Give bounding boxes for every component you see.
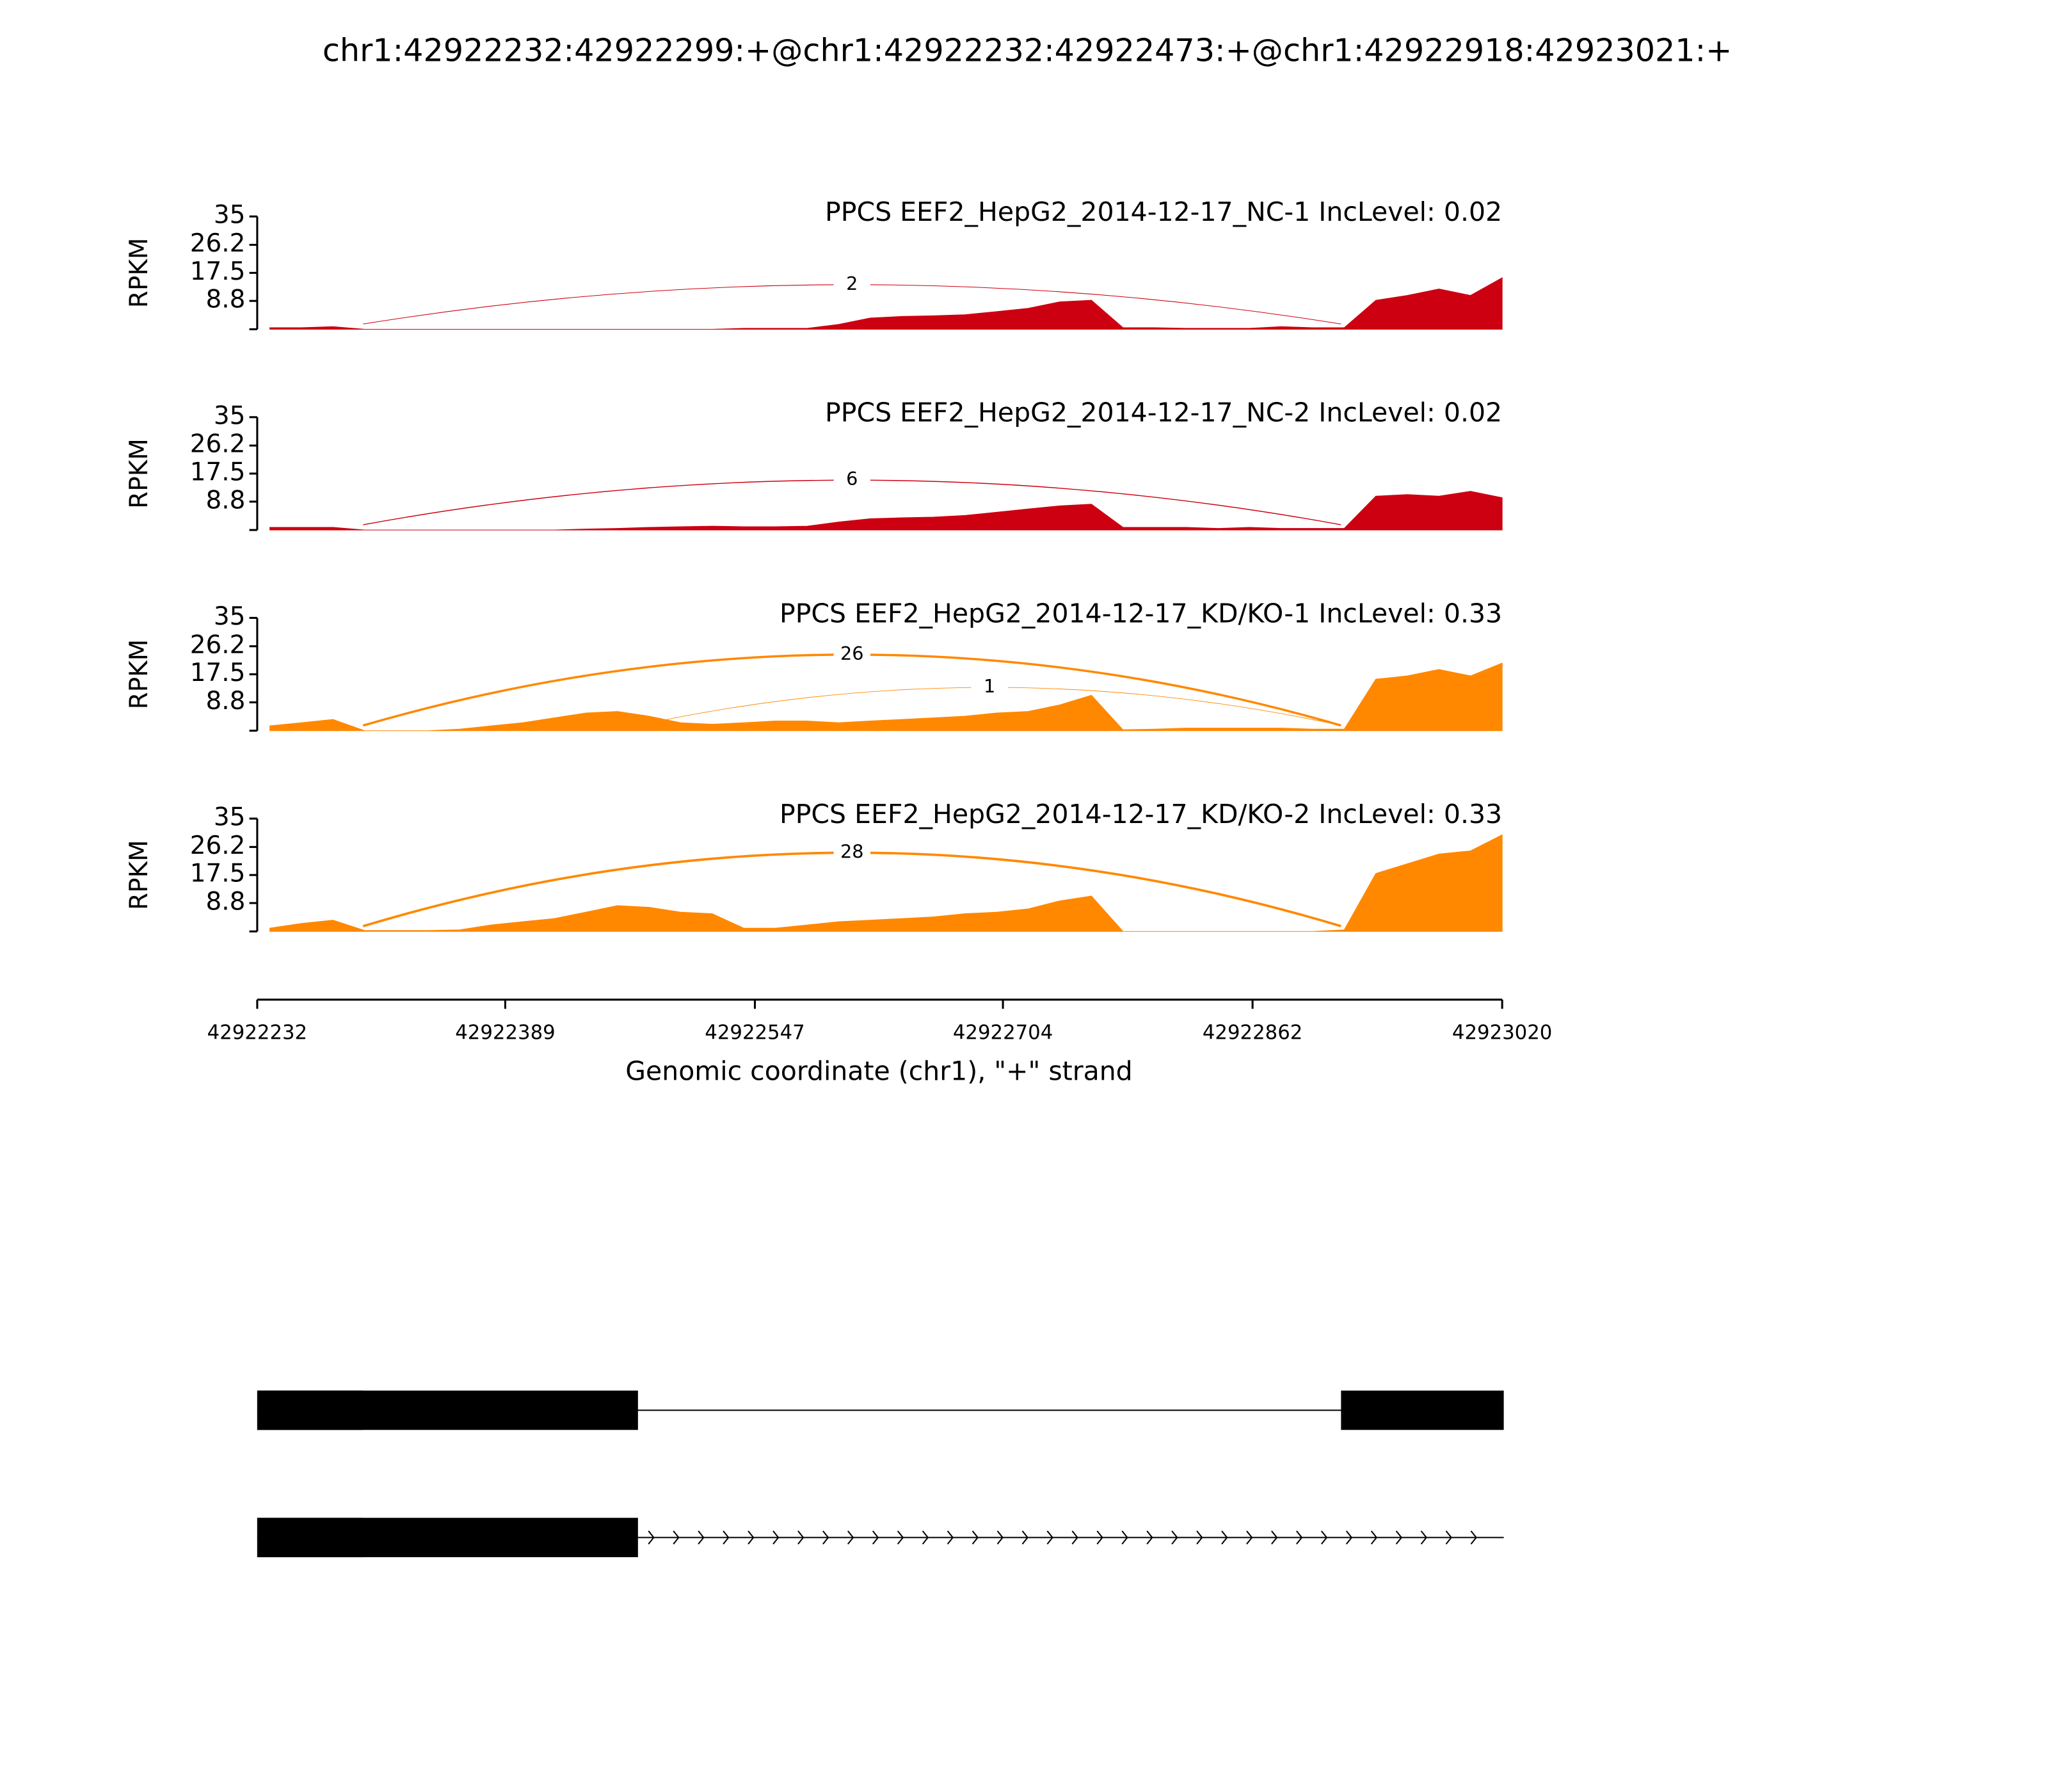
y-tick-label: 35 [214,401,246,430]
junction-label-bg [833,273,871,297]
panel-title: PPCS EEF2_HepG2_2014-12-17_NC-1 IncLevel… [825,196,1502,227]
exon [1341,1390,1504,1430]
strand-chevron [1420,1530,1428,1545]
coverage-area [269,277,1503,330]
panel-title: PPCS EEF2_HepG2_2014-12-17_KD/KO-2 IncLe… [780,799,1502,829]
strand-chevron [847,1530,854,1545]
y-tick-label: 35 [214,803,246,832]
strand-chevron [772,1530,780,1545]
strand-chevron [1470,1530,1477,1545]
strand-chevron [822,1530,829,1545]
x-tick-label: 42922862 [1203,1021,1302,1044]
strand-chevron [1445,1530,1453,1545]
strand-chevron [922,1530,929,1545]
strand-chevron [1345,1530,1353,1545]
y-tick-label: 17.5 [190,257,246,286]
panel-title: PPCS EEF2_HepG2_2014-12-17_KD/KO-1 IncLe… [780,598,1502,628]
strand-chevron [1196,1530,1203,1545]
strand-chevron [897,1530,904,1545]
y-axis-label: RPKM [125,840,154,910]
strand-chevron [1046,1530,1053,1545]
y-tick-label: 8.8 [206,486,246,515]
strand-chevron [1370,1530,1378,1545]
coverage-area [269,662,1503,732]
strand-chevron [1246,1530,1253,1545]
y-tick-label: 8.8 [206,888,246,916]
junction-label: 28 [840,840,864,862]
plot-title: chr1:42922232:42922299:+@chr1:42922232:4… [323,31,1732,68]
y-tick-label: 26.2 [190,229,246,258]
panel-title: PPCS EEF2_HepG2_2014-12-17_NC-2 IncLevel… [825,397,1502,428]
strand-chevron [872,1530,879,1545]
x-tick-label: 42922389 [455,1021,555,1044]
y-axis-label: RPKM [125,438,154,509]
x-axis-label: Genomic coordinate (chr1), "+" strand [625,1056,1132,1087]
y-tick-label: 26.2 [190,630,246,659]
y-tick-label: 8.8 [206,285,246,314]
strand-chevron [972,1530,979,1545]
strand-chevron [1121,1530,1128,1545]
junction-label-bg [833,840,871,865]
strand-chevron [996,1530,1004,1545]
junction-label: 1 [984,675,995,697]
x-tick-label: 42922704 [953,1021,1053,1044]
strand-chevron [1395,1530,1403,1545]
y-tick-label: 17.5 [190,458,246,486]
coverage-area [269,491,1503,531]
coverage-area [269,834,1503,932]
x-tick-label: 42923020 [1452,1021,1552,1044]
y-tick-label: 8.8 [206,687,246,716]
y-tick-label: 17.5 [190,659,246,687]
junction-label: 2 [846,273,858,294]
strand-chevron [1271,1530,1278,1545]
strand-chevron [1146,1530,1153,1545]
exon [257,1390,638,1430]
strand-chevron [1071,1530,1078,1545]
strand-chevron [1171,1530,1178,1545]
y-axis-label: RPKM [125,639,154,710]
y-axis-label: RPKM [125,238,154,308]
strand-chevron [723,1530,730,1545]
x-tick-label: 42922232 [207,1021,307,1044]
strand-chevron [698,1530,705,1545]
strand-chevron [673,1530,680,1545]
strand-chevron [1320,1530,1328,1545]
y-tick-label: 35 [214,602,246,631]
strand-chevron [1021,1530,1028,1545]
strand-chevron [1296,1530,1303,1545]
strand-chevron [648,1530,655,1545]
junction-label-bg [833,643,871,667]
junction-label-bg [971,675,1008,700]
strand-chevron [1096,1530,1103,1545]
y-tick-label: 35 [214,201,246,230]
strand-chevron [1221,1530,1228,1545]
junction-label: 6 [846,468,858,490]
strand-chevron [748,1530,755,1545]
strand-chevron [947,1530,954,1545]
x-tick-label: 42922547 [705,1021,804,1044]
junction-label-bg [833,468,871,492]
exon [257,1517,638,1558]
strand-chevron [797,1530,804,1545]
y-tick-label: 26.2 [190,430,246,459]
y-tick-label: 17.5 [190,860,246,888]
junction-label: 26 [840,643,864,664]
y-tick-label: 26.2 [190,831,246,860]
